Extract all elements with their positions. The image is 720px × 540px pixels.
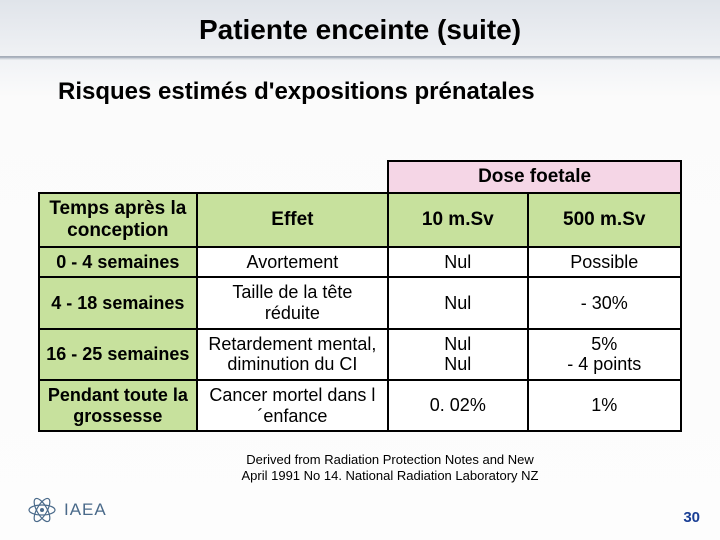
row-d500: 1%: [528, 380, 682, 431]
row-effect: Avortement: [197, 247, 388, 278]
empty-cell: [39, 161, 197, 193]
slide-subtitle: Risques estimés d'expositions prénatales: [0, 60, 720, 106]
row-time: 16 - 25 semaines: [39, 329, 197, 380]
row-time: 0 - 4 semaines: [39, 247, 197, 278]
page-number: 30: [683, 509, 700, 526]
row-d500: - 30%: [528, 277, 682, 328]
row-effect: Retardement mental, diminution du CI: [197, 329, 388, 380]
source-note: Derived from Radiation Protection Notes …: [200, 452, 580, 485]
risk-table: Dose foetale Temps après la conception E…: [38, 160, 682, 432]
slide-container: Patiente enceinte (suite) Risques estimé…: [0, 0, 720, 540]
empty-cell: [197, 161, 388, 193]
row-d10: Nul: [388, 247, 527, 278]
row-effect: Taille de la tête réduite: [197, 277, 388, 328]
dose-header: Dose foetale: [388, 161, 681, 193]
col-header-d10: 10 m.Sv: [388, 193, 527, 247]
source-line2: April 1991 No 14. National Radiation Lab…: [241, 468, 538, 483]
col-header-d500: 500 m.Sv: [528, 193, 682, 247]
slide-title: Patiente enceinte (suite): [0, 0, 720, 46]
table-row: Pendant toute la grossesse Cancer mortel…: [39, 380, 681, 431]
source-line1: Derived from Radiation Protection Notes …: [246, 452, 534, 467]
table-row: Temps après la conception Effet 10 m.Sv …: [39, 193, 681, 247]
row-d500: 5% - 4 points: [528, 329, 682, 380]
row-effect: Cancer mortel dans l´enfance: [197, 380, 388, 431]
row-d500: Possible: [528, 247, 682, 278]
footer-logo: IAEA: [26, 494, 107, 526]
row-d10: Nul: [388, 277, 527, 328]
row-d10: 0. 02%: [388, 380, 527, 431]
row-time: Pendant toute la grossesse: [39, 380, 197, 431]
table-row: 0 - 4 semaines Avortement Nul Possible: [39, 247, 681, 278]
table-row: 4 - 18 semaines Taille de la tête réduit…: [39, 277, 681, 328]
table-row: Dose foetale: [39, 161, 681, 193]
footer-org-text: IAEA: [64, 500, 107, 520]
iaea-atom-logo-icon: [26, 494, 58, 526]
row-time: 4 - 18 semaines: [39, 277, 197, 328]
col-header-effect: Effet: [197, 193, 388, 247]
col-header-time: Temps après la conception: [39, 193, 197, 247]
table-row: 16 - 25 semaines Retardement mental, dim…: [39, 329, 681, 380]
row-d10: Nul Nul: [388, 329, 527, 380]
